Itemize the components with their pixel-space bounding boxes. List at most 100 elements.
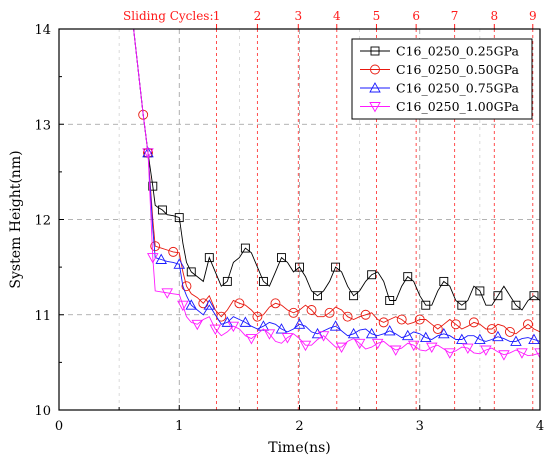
data-point xyxy=(277,253,286,263)
series-4 xyxy=(133,29,540,361)
data-point xyxy=(174,213,184,223)
data-point xyxy=(157,205,167,215)
data-point xyxy=(258,276,268,286)
data-point xyxy=(186,267,196,277)
y-axis-label: System Height(nm) xyxy=(8,150,24,288)
data-point xyxy=(492,330,504,342)
data-point xyxy=(234,298,245,309)
cycle-number-9: 9 xyxy=(529,9,537,23)
data-point xyxy=(450,319,461,330)
series-2 xyxy=(133,29,540,337)
series-line xyxy=(133,29,540,335)
x-tick-label: 3 xyxy=(416,419,424,434)
data-point xyxy=(288,307,299,318)
data-point xyxy=(293,318,306,329)
data-point xyxy=(324,307,335,318)
data-point xyxy=(342,311,353,322)
data-point xyxy=(281,333,294,344)
data-point xyxy=(173,258,186,269)
data-point xyxy=(407,340,420,352)
data-point xyxy=(222,276,232,286)
data-point xyxy=(168,246,179,257)
y-tick-label: 12 xyxy=(34,214,51,229)
data-point xyxy=(209,324,222,335)
data-point xyxy=(383,325,396,336)
data-series xyxy=(133,29,540,361)
data-point xyxy=(456,333,468,344)
data-point xyxy=(335,342,348,354)
data-point xyxy=(480,345,492,356)
data-point xyxy=(177,300,189,312)
data-point xyxy=(317,331,330,342)
data-point xyxy=(534,348,540,359)
legend-marker xyxy=(370,64,380,75)
data-point xyxy=(396,314,407,325)
data-point xyxy=(529,291,539,301)
data-point xyxy=(275,323,288,334)
data-point xyxy=(432,324,443,334)
data-point xyxy=(155,253,167,264)
data-point xyxy=(252,311,263,322)
data-point xyxy=(510,335,522,346)
cycle-number-7: 7 xyxy=(451,9,459,23)
data-point xyxy=(204,253,214,263)
data-point xyxy=(474,333,486,344)
data-point xyxy=(181,281,192,292)
data-point xyxy=(347,327,360,339)
legend-marker xyxy=(369,82,381,93)
data-point xyxy=(161,288,173,299)
data-point xyxy=(295,262,304,272)
data-point xyxy=(245,334,258,345)
data-point xyxy=(147,253,159,264)
data-point xyxy=(360,309,371,320)
x-tick-label: 4 xyxy=(536,419,544,434)
data-point xyxy=(378,317,389,328)
data-point xyxy=(263,329,276,340)
data-point xyxy=(367,270,377,280)
data-point xyxy=(257,320,270,331)
data-point xyxy=(475,286,485,296)
data-point xyxy=(385,296,395,305)
cycle-number-3: 3 xyxy=(294,9,302,23)
legend-marker xyxy=(369,102,381,113)
data-point xyxy=(523,319,533,330)
y-tick-label: 13 xyxy=(34,118,51,133)
x-tick-label: 0 xyxy=(55,419,63,434)
cycle-number-2: 2 xyxy=(254,9,262,23)
data-point xyxy=(371,338,384,350)
cycle-number-4: 4 xyxy=(333,9,341,23)
sliding-cycle-markers: 1 2 3 4 5 6 7 8 9 xyxy=(213,9,537,410)
data-point xyxy=(462,343,474,355)
data-point xyxy=(528,333,540,344)
data-point xyxy=(438,327,450,339)
legend-entry-label: C16_0250_1.00GPa xyxy=(396,99,519,114)
legend-box xyxy=(351,38,533,120)
data-point xyxy=(331,262,341,272)
data-point xyxy=(353,338,366,350)
y-tick-label: 10 xyxy=(34,404,51,419)
legend-entry-label: C16_0250_0.50GPa xyxy=(396,62,519,77)
y-tick-label: 11 xyxy=(34,309,51,324)
x-tick-label: 2 xyxy=(295,419,303,434)
data-point xyxy=(239,316,252,327)
data-point xyxy=(457,300,467,310)
data-point xyxy=(439,276,449,286)
y-tick-label: 14 xyxy=(34,23,51,38)
series-1 xyxy=(133,29,540,311)
data-point xyxy=(403,272,413,282)
legend: C16_0250_0.25GPa C16_0250_0.50GPa C16_0250… xyxy=(351,38,533,120)
data-point xyxy=(468,317,479,328)
cycle-number-1: 1 xyxy=(213,9,221,23)
data-point xyxy=(329,320,342,331)
x-axis-label: Time(ns) xyxy=(268,440,331,456)
data-point xyxy=(421,300,431,310)
data-point xyxy=(240,243,250,253)
cycle-number-6: 6 xyxy=(412,9,420,23)
legend-entry-label: C16_0250_0.25GPa xyxy=(396,44,519,59)
data-point xyxy=(444,348,456,359)
data-point xyxy=(389,345,402,356)
x-tick-label: 1 xyxy=(175,419,183,434)
series-line xyxy=(133,29,540,311)
